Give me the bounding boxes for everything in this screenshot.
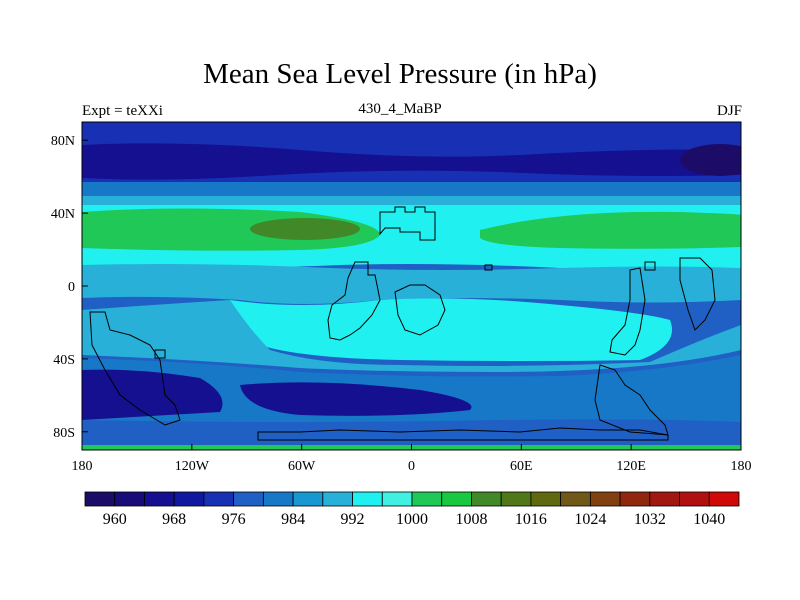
- colorbar-swatch: [471, 491, 502, 507]
- colorbar-swatch: [352, 491, 383, 507]
- colorbar-swatch: [500, 491, 532, 507]
- coast-southeast-land: [594, 364, 669, 436]
- colorbar-swatch: [441, 491, 472, 507]
- colorbar-swatch: [649, 491, 680, 507]
- coast-small-island-2: [644, 261, 656, 271]
- colorbar-swatch: [589, 491, 621, 507]
- field-equator-band: [82, 264, 741, 304]
- colorbar-label: 984: [281, 511, 305, 528]
- colorbar-swatch: [560, 491, 591, 507]
- colorbar-label: 992: [341, 511, 365, 528]
- colorbar-label: 968: [162, 511, 186, 528]
- field-north-deep-low: [680, 144, 741, 176]
- coast-east-island: [679, 257, 716, 331]
- coast-eurasia-west: [379, 206, 436, 241]
- coast-small-island-3: [154, 349, 166, 359]
- field-high-core: [250, 218, 360, 240]
- colorbar-swatch: [322, 491, 353, 507]
- experiment-label: Expt = teXXi: [82, 103, 163, 119]
- lon-tick-label: 0: [408, 459, 415, 474]
- lon-tick-label: 120W: [175, 459, 210, 474]
- colorbar-swatch: [144, 491, 175, 507]
- coast-southwest-land: [89, 311, 181, 426]
- lon-tick-label: 180: [72, 459, 93, 474]
- colorbar-swatch: [292, 491, 324, 507]
- lat-tick-label: 80S: [53, 426, 75, 441]
- colorbar-label: 1016: [515, 511, 547, 528]
- colorbar-swatch: [679, 491, 710, 507]
- colorbar-swatch: [233, 491, 264, 507]
- colorbar-swatch: [114, 491, 145, 507]
- lat-tick-label: 0: [68, 280, 75, 295]
- lat-tick-label: 80N: [51, 134, 75, 149]
- field-north-low: [82, 143, 741, 180]
- colorbar-swatch: [619, 491, 651, 507]
- field-band-blue: [82, 182, 741, 196]
- pressure-field: [82, 122, 741, 450]
- lat-tick-label: 40N: [51, 207, 75, 222]
- colorbar-swatch: [530, 491, 562, 507]
- colorbar-swatch: [262, 491, 294, 507]
- lon-tick-label: 60W: [288, 459, 316, 474]
- coast-africa: [327, 261, 381, 341]
- field-southern-high: [230, 298, 672, 361]
- field-southern-low-center: [240, 382, 472, 416]
- coast-ring: [394, 284, 446, 336]
- colorbar-label: 1040: [693, 511, 725, 528]
- colorbar-label: 960: [103, 511, 127, 528]
- colorbar-swatch: [84, 491, 116, 507]
- lat-tick-label: 40S: [53, 353, 75, 368]
- field-antarctic-band: [82, 419, 741, 445]
- colorbar-label: 1032: [634, 511, 666, 528]
- colorbar: [84, 491, 740, 507]
- field-southern-lightblue: [82, 300, 741, 372]
- lon-tick-label: 120E: [616, 459, 646, 474]
- colorbar-swatch: [708, 491, 740, 507]
- run-label: 430_4_MaBP: [358, 101, 442, 117]
- coast-asia-south: [609, 267, 646, 356]
- season-label: DJF: [716, 103, 742, 119]
- colorbar-label: 976: [222, 511, 246, 528]
- coast-small-island-1: [484, 264, 493, 271]
- colorbar-label: 1000: [396, 511, 428, 528]
- colorbar-label: 1024: [574, 511, 606, 528]
- field-southern-low-west: [82, 369, 223, 420]
- coastlines: [89, 206, 716, 441]
- colorbar-label: 1008: [455, 511, 487, 528]
- colorbar-labels: 960 968 976 984 992 1000 1008 1016 1024 1032 1040: [103, 511, 726, 528]
- colorbar-swatch: [411, 491, 443, 507]
- lon-tick-label: 60E: [510, 459, 533, 474]
- colorbar-swatch: [381, 491, 413, 507]
- colorbar-swatch: [173, 491, 205, 507]
- field-high-east: [480, 211, 741, 249]
- map-title: Mean Sea Level Pressure (in hPa): [203, 58, 597, 90]
- lon-axis: 180 120W 60W 0 60E 120E 180: [72, 444, 752, 474]
- coast-antarctica: [257, 427, 669, 441]
- lat-axis: 80N 40N 0 40S 80S: [51, 134, 88, 441]
- lon-tick-label: 180: [731, 459, 752, 474]
- colorbar-swatch: [203, 491, 235, 507]
